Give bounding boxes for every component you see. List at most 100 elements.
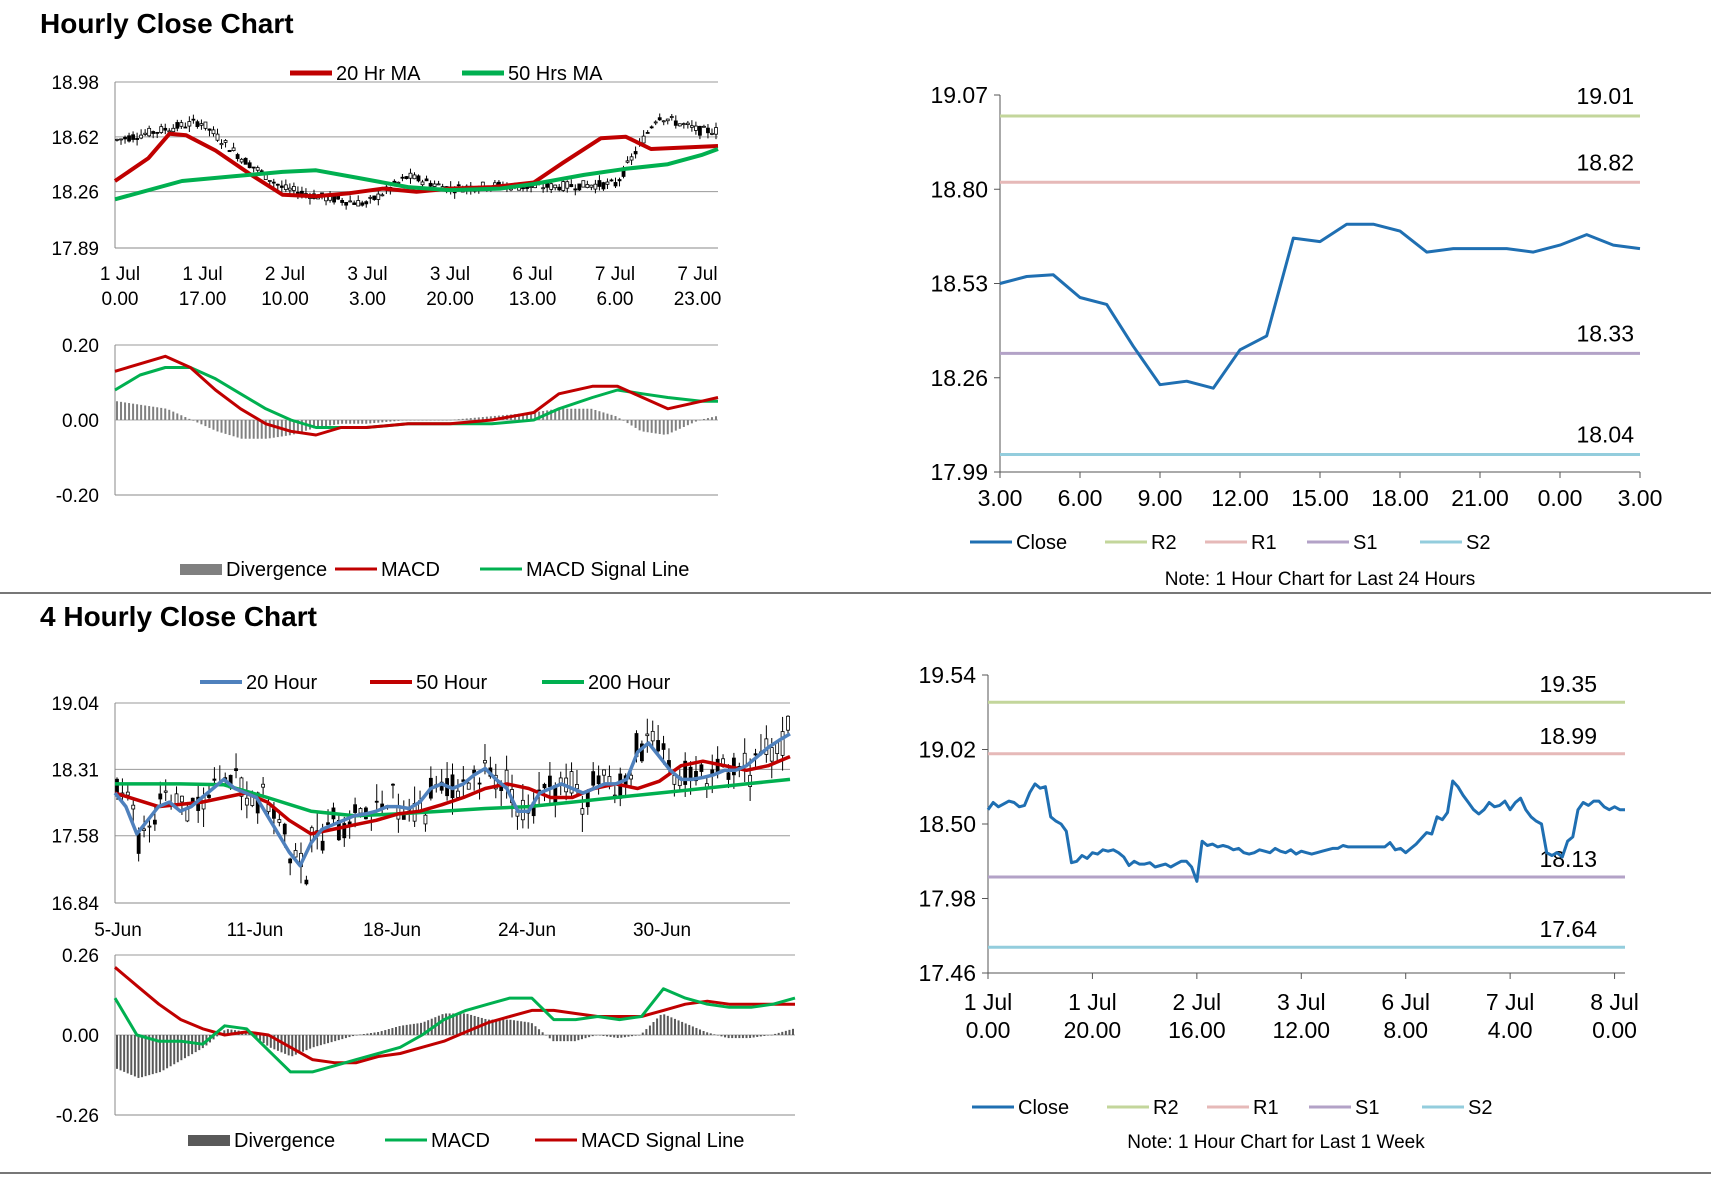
close24h-s1-label: 18.33 [1576, 320, 1634, 346]
divergence-bar [119, 1035, 122, 1071]
divergence-bar [341, 420, 344, 424]
divergence-bar [578, 408, 581, 420]
divergence-bar [412, 1023, 415, 1035]
divergence-bar [559, 1035, 562, 1042]
candle-body [786, 715, 790, 731]
close1w-s1-label: 18.13 [1539, 846, 1597, 872]
divergence-bar [645, 1029, 648, 1035]
candle-body [575, 784, 579, 790]
candle-body [293, 850, 298, 858]
divergence-bar [530, 1023, 533, 1035]
close24h-r2-label: 19.01 [1576, 83, 1634, 109]
divergence-bar [646, 420, 649, 433]
candle-body [123, 136, 127, 140]
divergence-bar [788, 1029, 791, 1035]
candle-body [358, 808, 363, 814]
divergence-bar [713, 1034, 716, 1035]
divergence-bar [273, 1035, 276, 1050]
y-tick-label: 18.62 [51, 128, 99, 149]
divergence-bar [128, 403, 131, 420]
candle-body [596, 775, 601, 785]
divergence-bar [192, 420, 195, 421]
divergence-bar [398, 1026, 401, 1035]
candle-body [693, 125, 698, 131]
divergence-bar [301, 1035, 304, 1052]
divergence-bar [423, 1021, 426, 1035]
divergence-bar [770, 1034, 773, 1036]
y-tick-label: -0.20 [56, 486, 99, 507]
divergence-bar [563, 1035, 566, 1042]
divergence-bar [344, 1035, 347, 1039]
candle-body [613, 182, 618, 187]
candle-body [187, 121, 192, 127]
divergence-bar [327, 1035, 330, 1044]
y-tick-label: 0.26 [62, 946, 99, 967]
y-tick-label: 18.26 [930, 365, 988, 391]
divergence-bar [741, 1035, 744, 1039]
x-tick-label: 7 Jul [1486, 989, 1535, 1015]
divergence-bar [453, 419, 456, 421]
x-tick-label: 3.00 [349, 289, 386, 310]
x-tick-label: 1 Jul [100, 264, 140, 285]
divergence-bar [204, 420, 207, 427]
x-tick-label: 20.00 [426, 289, 474, 310]
divergence-bar [626, 420, 629, 424]
divergence-bar [276, 1035, 279, 1051]
divergence-bar [752, 1035, 755, 1038]
divergence-bar [151, 1035, 154, 1075]
divergence-bar [349, 420, 352, 424]
candle-body [702, 125, 706, 128]
x-tick-label: 12.00 [1272, 1017, 1330, 1043]
divergence-bar [353, 420, 356, 424]
x-tick-label: 7 Jul [595, 264, 635, 285]
divergence-bar [252, 420, 255, 439]
candle-body [171, 127, 176, 133]
candle-body [235, 154, 240, 159]
candle-body [549, 183, 554, 190]
candle-body [167, 130, 172, 133]
divergence-bar [466, 1013, 469, 1035]
divergence-bar [481, 417, 484, 420]
candle-body [300, 190, 304, 195]
candle-body [219, 143, 224, 146]
divergence-bar [555, 1035, 558, 1042]
divergence-bar [126, 1035, 129, 1074]
divergence-bar [534, 1026, 537, 1035]
candle-body [565, 181, 570, 189]
candle-body [593, 183, 598, 190]
candle-body [255, 167, 260, 171]
close1w-legend-s2: S2 [1468, 1097, 1492, 1119]
four-hourly-macd-macd-line [113, 987, 796, 1074]
divergence-bar [663, 1014, 666, 1035]
candle-body [748, 774, 753, 787]
x-tick-label: 30-Jun [633, 920, 691, 941]
candle-body [400, 176, 405, 179]
divergence-bar [373, 420, 376, 424]
divergence-bar [345, 420, 348, 424]
hourly-macd-macd-line [114, 354, 719, 437]
candle-body [548, 775, 552, 788]
hourly-macd-legend-divergence: Divergence [226, 559, 327, 581]
divergence-bar [160, 407, 163, 420]
candle-body [147, 127, 152, 137]
divergence-bar [686, 420, 689, 426]
candle-body [344, 201, 349, 206]
divergence-bar [220, 420, 223, 433]
divergence-bar [573, 1035, 576, 1042]
divergence-bar [694, 420, 697, 422]
candle-body [180, 795, 184, 803]
hourly-macd-legend-macd: MACD [381, 559, 440, 581]
candle-body [412, 174, 417, 180]
candle-body [287, 187, 292, 191]
divergence-bar [641, 1032, 644, 1035]
candle-body [374, 800, 379, 803]
candle-body [332, 195, 336, 203]
divergence-bar [140, 404, 143, 420]
candle-body [456, 184, 461, 187]
candle-body [456, 790, 460, 798]
candle-body [234, 768, 238, 772]
divergence-bar [554, 409, 557, 420]
divergence-bar [609, 1035, 612, 1037]
legend-50hrs-ma: 50 Hrs MA [508, 63, 603, 85]
divergence-bar [337, 1035, 340, 1041]
